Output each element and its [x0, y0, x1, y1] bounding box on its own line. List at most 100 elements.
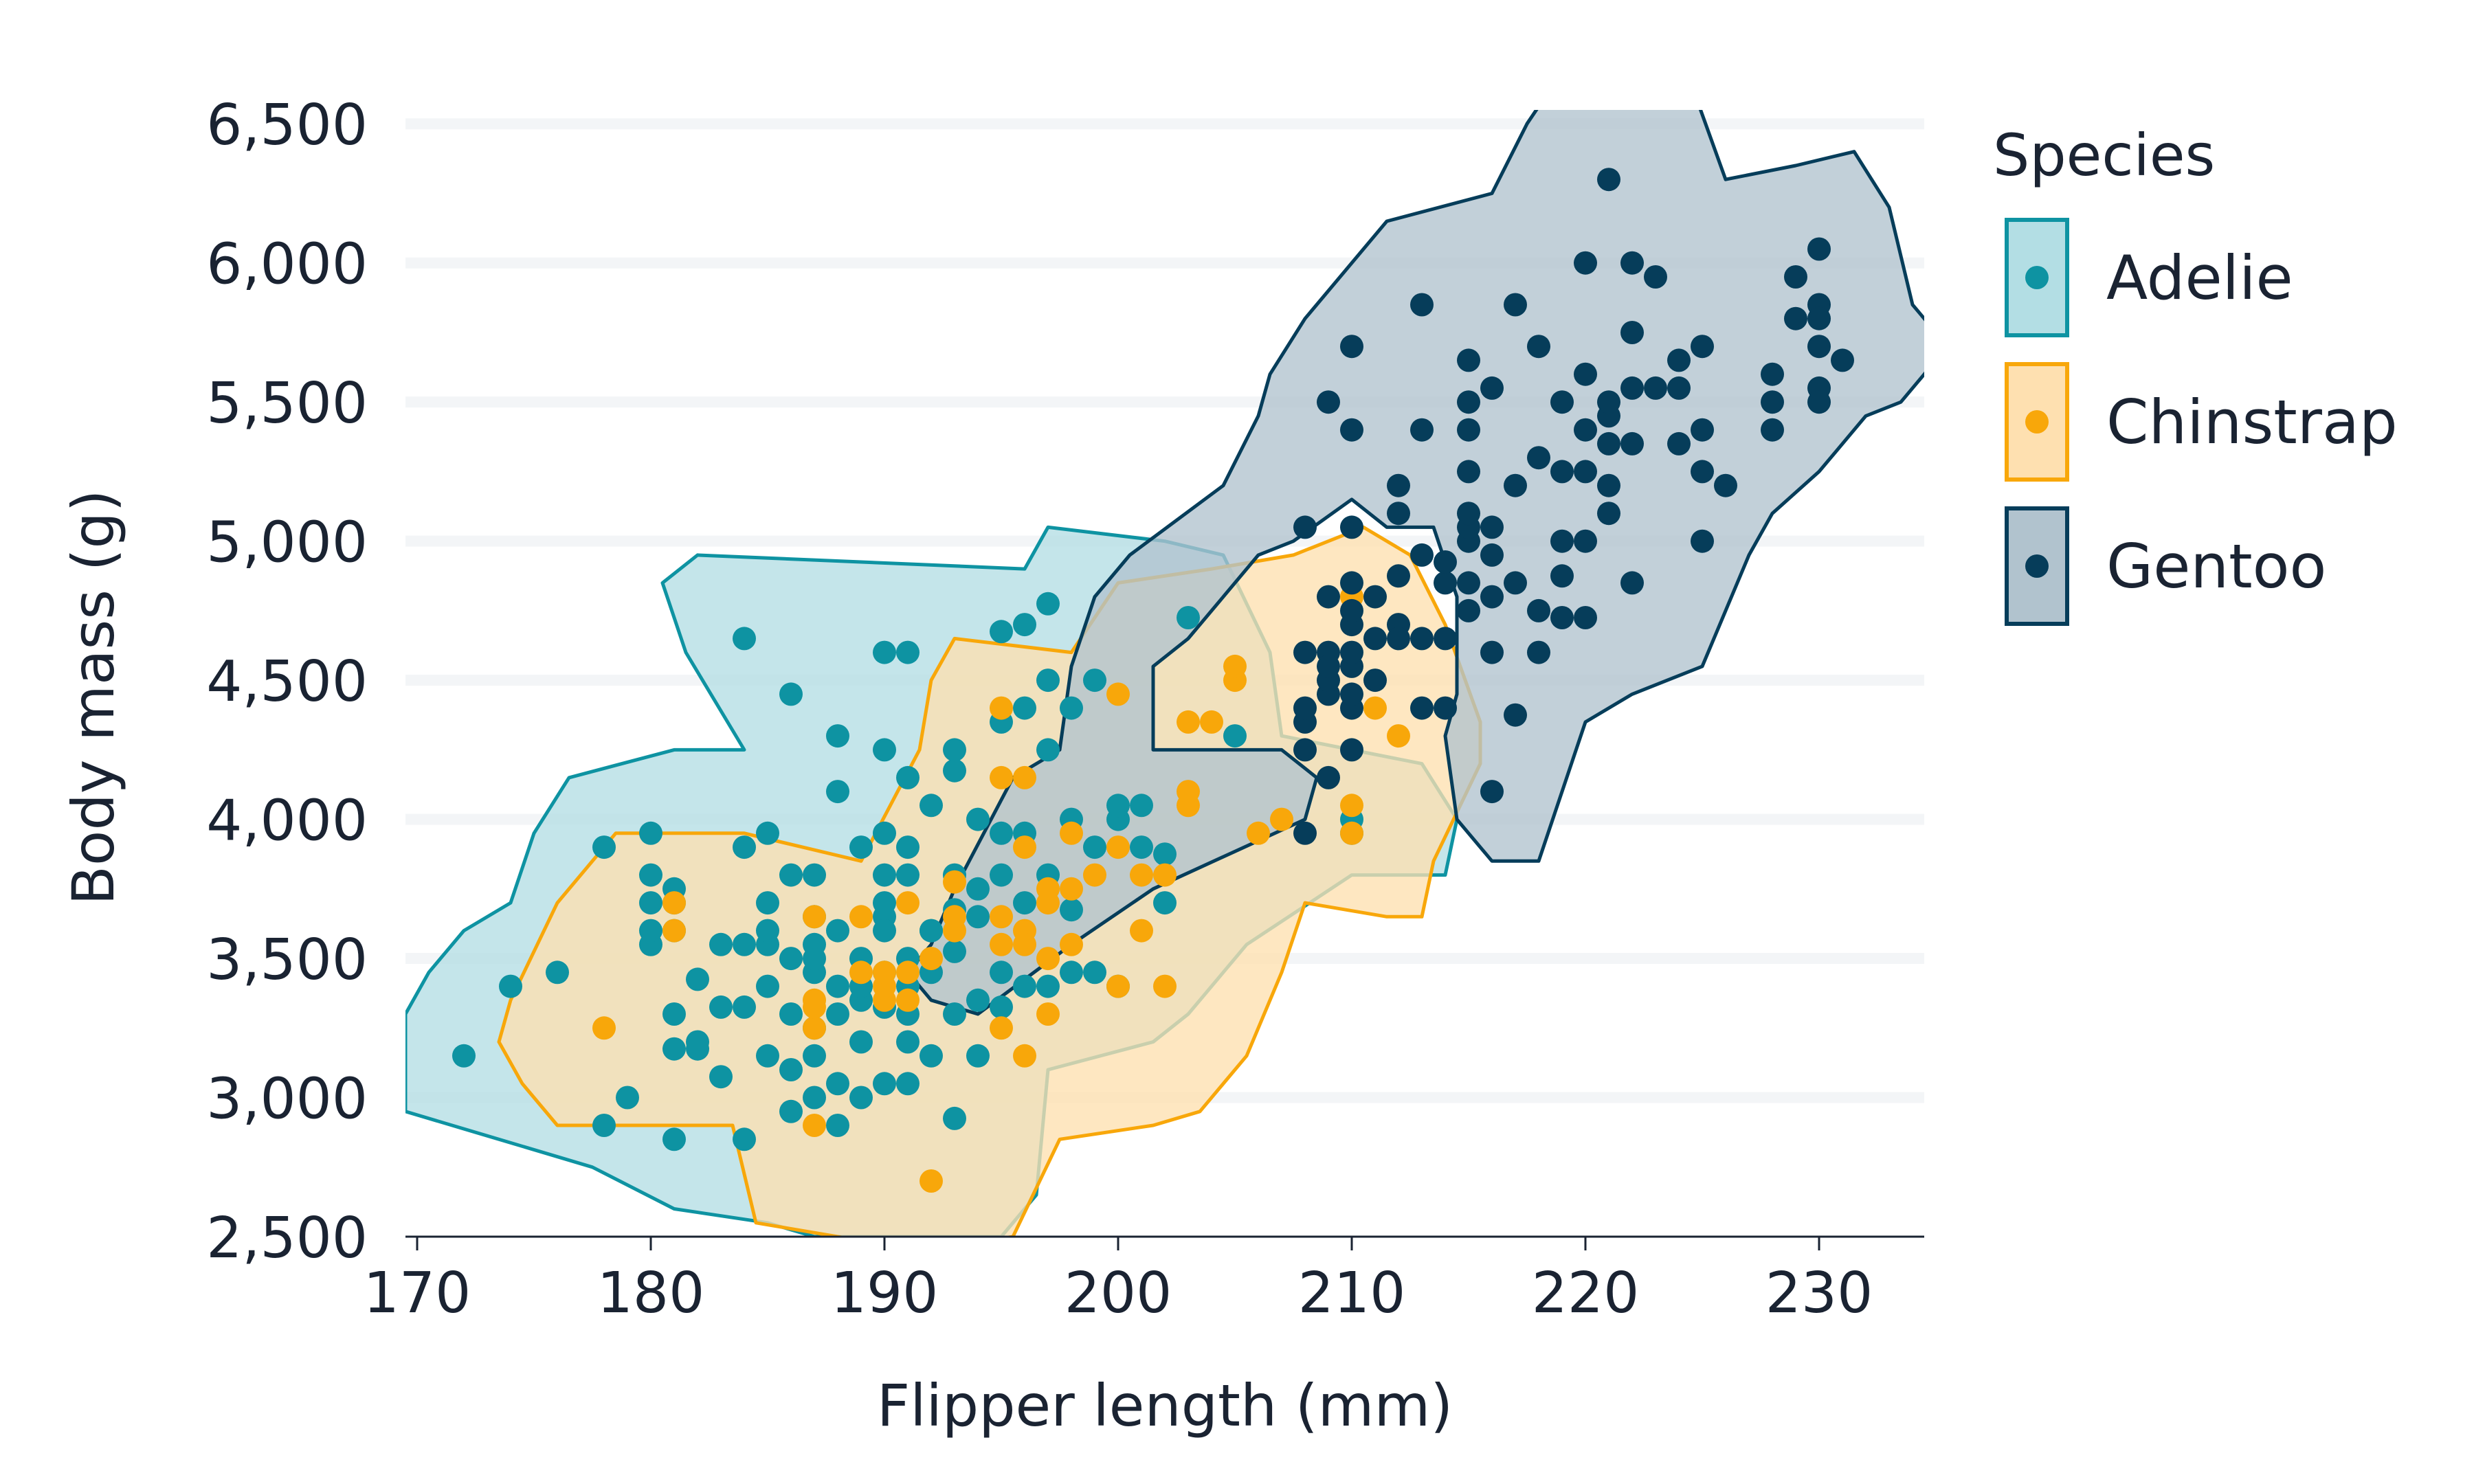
- gentoo-point: [1504, 293, 1527, 317]
- gentoo-point: [1597, 390, 1620, 414]
- gentoo-point: [1340, 571, 1363, 595]
- adelie-point: [1083, 960, 1106, 985]
- adelie-point: [966, 877, 990, 901]
- chinstrap-point: [1083, 863, 1106, 887]
- chinstrap-point: [803, 905, 826, 929]
- legend: Species Adelie Chinstrap Gentoo: [1993, 122, 2398, 626]
- legend-marker: [2025, 266, 2049, 289]
- chinstrap-point: [896, 988, 920, 1012]
- legend-title: Species: [1993, 122, 2215, 189]
- gentoo-point: [1293, 738, 1317, 762]
- chinstrap-point: [849, 905, 873, 929]
- adelie-point: [826, 974, 849, 998]
- y-ticks: 2,500 3,000 3,500 4,000 4,500 5,000 5,500 6,000…: [206, 93, 368, 1271]
- adelie-point: [920, 794, 943, 818]
- legend-label: Adelie: [2106, 243, 2293, 313]
- adelie-point: [849, 1030, 873, 1054]
- chinstrap-point: [1247, 821, 1270, 845]
- chinstrap-point: [1036, 1002, 1060, 1026]
- adelie-point: [709, 995, 733, 1019]
- gentoo-point: [1340, 335, 1363, 359]
- gentoo-point: [1387, 473, 1410, 497]
- gentoo-point: [1480, 780, 1504, 804]
- chinstrap-point: [1013, 765, 1036, 789]
- gentoo-point: [1410, 543, 1434, 567]
- gentoo-point: [1527, 598, 1550, 622]
- adelie-point: [662, 1002, 686, 1026]
- adelie-point: [990, 995, 1013, 1019]
- x-axis-title: Flipper length (mm): [877, 1372, 1453, 1439]
- chinstrap-point: [803, 1114, 826, 1137]
- gentoo-point: [1410, 418, 1434, 442]
- adelie-point: [779, 682, 803, 706]
- gentoo-point: [1387, 564, 1410, 588]
- chinstrap-point: [1106, 682, 1130, 706]
- adelie-point: [1013, 974, 1036, 998]
- gentoo-point: [1457, 348, 1480, 372]
- adelie-point: [990, 620, 1013, 644]
- gentoo-point: [1340, 640, 1363, 664]
- gentoo-point: [1831, 348, 1854, 372]
- x-tick-label: 200: [1065, 1261, 1172, 1326]
- adelie-point: [1223, 724, 1247, 748]
- legend-item-gentoo: Gentoo: [2005, 506, 2326, 626]
- adelie-point: [943, 738, 966, 762]
- gentoo-point: [1480, 640, 1504, 664]
- adelie-point: [1036, 738, 1060, 762]
- chinstrap-point: [1153, 974, 1177, 998]
- chinstrap-point: [896, 960, 920, 985]
- legend-item-adelie: Adelie: [2005, 218, 2293, 337]
- adelie-point: [1013, 696, 1036, 720]
- adelie-point: [1036, 974, 1060, 998]
- gentoo-point: [1620, 321, 1644, 344]
- gentoo-point: [1527, 640, 1550, 664]
- chinstrap-point: [803, 1016, 826, 1040]
- x-tick-label: 170: [364, 1261, 471, 1326]
- gentoo-point: [1527, 446, 1550, 470]
- chinstrap-point: [943, 905, 966, 929]
- gentoo-point: [1691, 529, 1714, 553]
- gentoo-point: [1574, 362, 1597, 386]
- gentoo-point: [1574, 606, 1597, 629]
- gentoo-point: [1434, 550, 1457, 574]
- chinstrap-point: [990, 1016, 1013, 1040]
- adelie-point: [686, 967, 709, 991]
- gentoo-point: [1807, 335, 1831, 359]
- chinstrap-point: [1013, 835, 1036, 859]
- adelie-point: [803, 863, 826, 887]
- gentoo-point: [1340, 598, 1363, 622]
- gentoo-point: [1293, 515, 1317, 539]
- y-tick-label: 6,000: [206, 232, 368, 297]
- adelie-point: [826, 1002, 849, 1026]
- legend-label: Chinstrap: [2106, 387, 2398, 458]
- chinstrap-point: [1387, 724, 1410, 748]
- gentoo-point: [1317, 765, 1340, 789]
- legend-label: Gentoo: [2106, 531, 2326, 602]
- adelie-point: [733, 995, 756, 1019]
- gentoo-point: [1504, 571, 1527, 595]
- gentoo-point: [1620, 431, 1644, 456]
- x-tick-label: 210: [1298, 1261, 1406, 1326]
- gentoo-point: [1784, 265, 1807, 289]
- y-tick-label: 3,000: [206, 1067, 368, 1132]
- adelie-point: [873, 821, 896, 845]
- adelie-point: [1153, 891, 1177, 915]
- chinstrap-point: [662, 919, 686, 943]
- adelie-point: [920, 919, 943, 943]
- gentoo-point: [1457, 571, 1480, 595]
- adelie-point: [1036, 668, 1060, 693]
- adelie-point: [966, 988, 990, 1012]
- adelie-point: [943, 939, 966, 963]
- chinstrap-point: [1130, 863, 1153, 887]
- adelie-point: [592, 1114, 616, 1137]
- chinstrap-point: [1340, 794, 1363, 818]
- gentoo-point: [1410, 627, 1434, 651]
- gentoo-point: [1667, 348, 1691, 372]
- gentoo-point: [1574, 460, 1597, 484]
- gentoo-point: [1340, 738, 1363, 762]
- adelie-point: [662, 1037, 686, 1061]
- chinstrap-point: [920, 947, 943, 971]
- x-tick-label: 190: [831, 1261, 939, 1326]
- gentoo-point: [1363, 585, 1387, 609]
- chinstrap-point: [803, 988, 826, 1012]
